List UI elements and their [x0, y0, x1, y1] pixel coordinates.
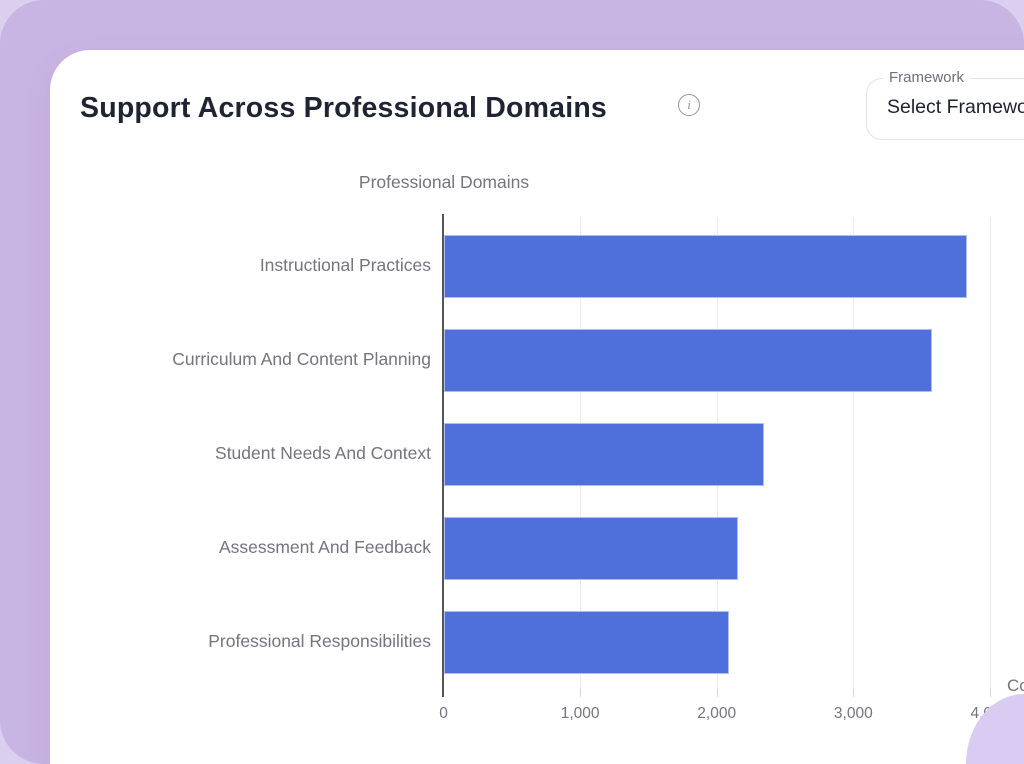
- bar-curriculum-and-content-planning[interactable]: [444, 328, 932, 392]
- y-axis-line: [442, 214, 444, 697]
- bar-instructional-practices[interactable]: [444, 234, 968, 298]
- x-tick-label: 3,000: [833, 705, 873, 722]
- value-axis-title: Count: [1007, 676, 1024, 695]
- x-tick-label: 2,000: [697, 705, 737, 722]
- category-label: Assessment And Feedback: [218, 537, 431, 557]
- framework-select[interactable]: Framework Select Framework: [866, 69, 1024, 140]
- info-icon-glyph: i: [687, 97, 691, 112]
- x-axis-tick: [580, 689, 582, 697]
- framework-select-label: Framework: [883, 69, 971, 86]
- bar-student-needs-and-context[interactable]: [444, 422, 764, 486]
- x-axis-tick: [716, 689, 718, 697]
- category-label: Curriculum And Content Planning: [172, 349, 431, 369]
- category-label: Instructional Practices: [259, 255, 431, 275]
- x-tick-label: 0: [439, 705, 448, 722]
- info-icon[interactable]: i: [678, 94, 700, 116]
- bar-assessment-and-feedback[interactable]: [444, 516, 738, 580]
- x-axis-tick: [853, 689, 855, 697]
- bar-professional-responsibilities[interactable]: [444, 610, 730, 674]
- page-title: Support Across Professional Domains: [80, 92, 607, 124]
- category-label: Student Needs And Context: [215, 443, 431, 463]
- x-tick-label: 1,000: [560, 705, 600, 722]
- framework-select-value: Select Framework: [887, 96, 1024, 118]
- gridline: [853, 217, 855, 689]
- category-label: Professional Responsibilities: [208, 631, 431, 651]
- gridline: [989, 217, 991, 689]
- x-axis-tick: [989, 689, 991, 697]
- category-axis-title: Professional Domains: [358, 172, 530, 192]
